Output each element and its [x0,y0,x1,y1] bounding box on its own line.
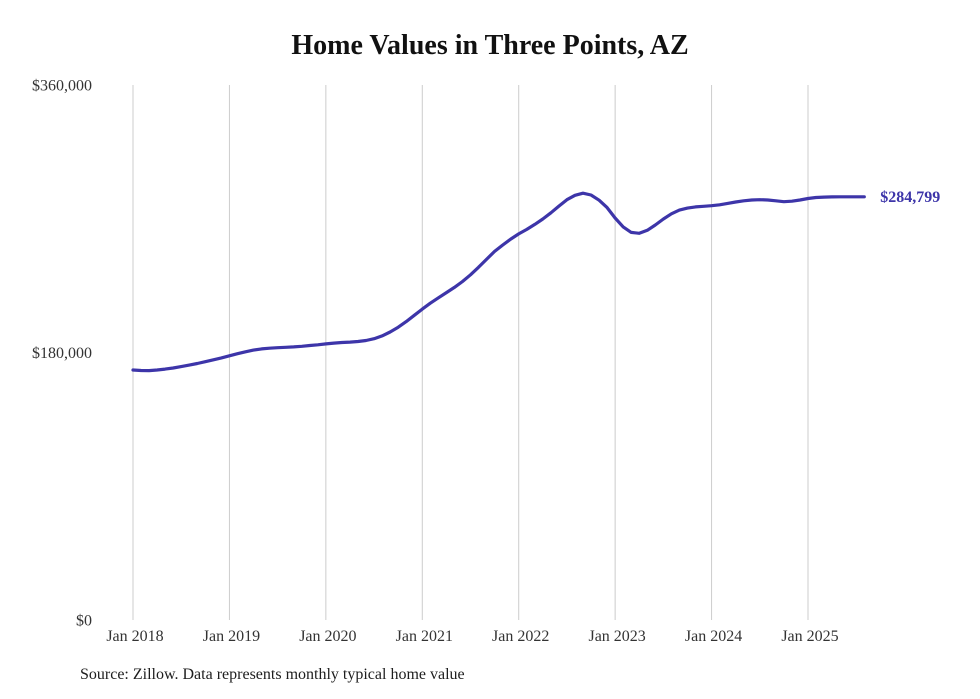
y-axis-tick-label: $360,000 [32,78,92,95]
chart-title: Home Values in Three Points, AZ [291,30,689,61]
y-axis-tick-label: $0 [76,613,92,630]
source-note: Source: Zillow. Data represents monthly … [80,666,465,683]
home-value-line-series [131,191,866,373]
x-axis-tick-label: Jan 2023 [588,628,645,645]
x-axis-tick-label: Jan 2018 [106,628,163,645]
x-axis-tick-label: Jan 2021 [396,628,453,645]
series-group [131,191,866,373]
y-axis-labels-group: $0 $180,000 $360,000 [32,78,92,630]
y-axis-tick-label: $180,000 [32,345,92,362]
x-axis-tick-label: Jan 2019 [203,628,260,645]
latest-value-label: $284,799 [880,189,940,206]
gridlines-group [132,85,809,620]
x-axis-tick-label: Jan 2022 [492,628,549,645]
x-axis-tick-label: Jan 2020 [299,628,356,645]
x-axis-tick-label: Jan 2025 [781,628,838,645]
x-axis-labels-group: Jan 2018 Jan 2019 Jan 2020 Jan 2021 Jan 2022… [106,628,838,645]
x-axis-tick-label: Jan 2024 [685,628,742,645]
